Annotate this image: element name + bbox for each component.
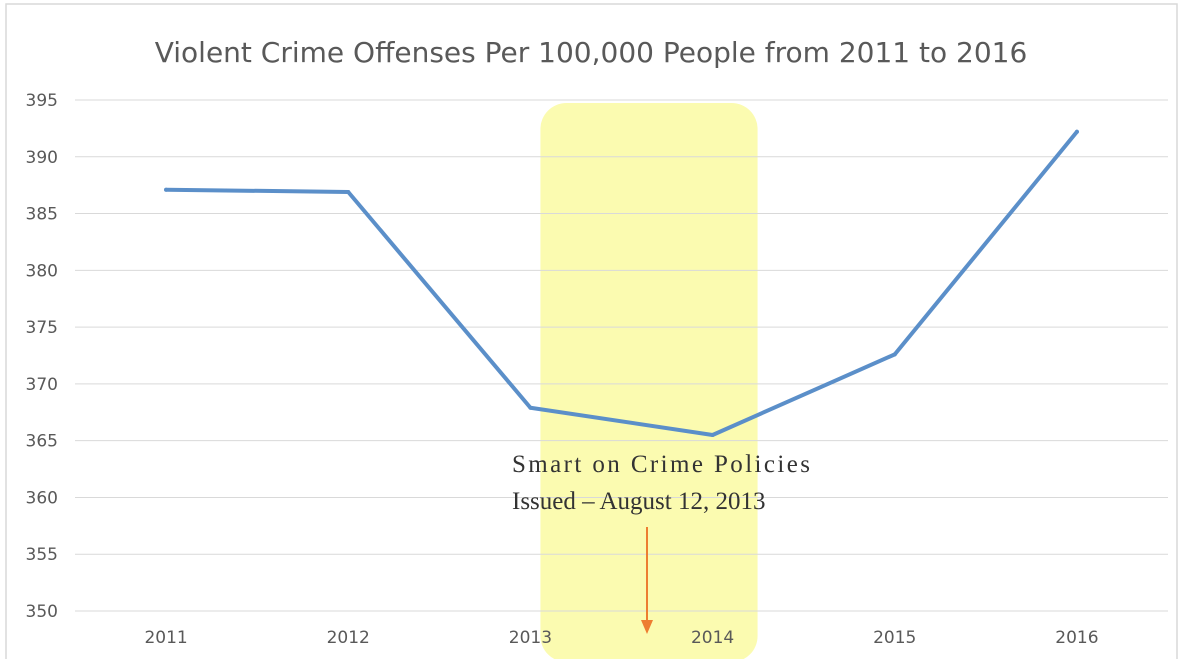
y-tick-label-355: 355 [26,545,58,565]
data-point-2012 [346,189,351,194]
chart-title: Violent Crime Offenses Per 100,000 Peopl… [155,36,1028,69]
y-tick-label-380: 380 [26,261,58,281]
x-tick-label-2014: 2014 [691,628,734,648]
highlight-band [540,103,758,659]
x-tick-label-2012: 2012 [327,628,370,648]
y-tick-label-350: 350 [26,602,58,622]
data-point-2013 [528,405,533,410]
x-tick-label-2011: 2011 [144,628,187,648]
y-tick-label-370: 370 [26,375,58,395]
data-point-2016 [1074,129,1079,134]
x-tick-label-2016: 2016 [1055,628,1098,648]
y-tick-label-395: 395 [26,91,58,111]
annotation-line-1: Smart on Crime Policies [512,451,810,478]
data-point-2011 [164,187,169,192]
y-tick-label-360: 360 [26,488,58,508]
annotation-line-2: Issued – August 12, 2013 [512,488,765,515]
y-tick-label-375: 375 [26,318,58,338]
data-point-2015 [892,352,897,357]
annotation-arrow-head [641,620,653,634]
chart-border [5,3,1178,659]
x-tick-label-2013: 2013 [509,628,552,648]
series-line-0 [164,129,1079,437]
y-tick-label-365: 365 [26,432,58,452]
x-tick-label-2015: 2015 [873,628,916,648]
y-tick-label-390: 390 [26,148,58,168]
y-tick-label-385: 385 [26,205,58,225]
data-point-2014 [710,432,715,437]
